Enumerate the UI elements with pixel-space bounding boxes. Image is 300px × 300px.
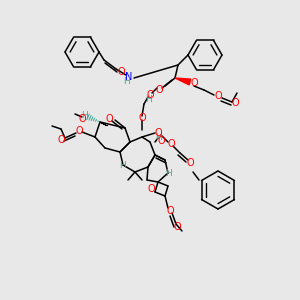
Text: H: H (154, 133, 161, 142)
Text: O: O (167, 139, 175, 149)
Text: O: O (173, 222, 181, 232)
Text: O: O (78, 114, 86, 124)
Text: O: O (214, 91, 222, 101)
Text: O: O (138, 113, 146, 123)
Text: O: O (146, 90, 154, 100)
Text: H: H (123, 76, 129, 85)
Text: O: O (186, 158, 194, 168)
Text: O: O (154, 128, 162, 138)
Text: N: N (125, 72, 133, 82)
Text: O: O (117, 67, 125, 77)
Text: H: H (165, 169, 171, 178)
Text: O: O (190, 78, 198, 88)
Text: H: H (145, 95, 152, 104)
Text: O: O (157, 136, 165, 146)
Text: O: O (57, 135, 65, 145)
Text: O: O (155, 85, 163, 95)
Text: O: O (231, 98, 239, 108)
Text: O: O (75, 126, 83, 136)
Polygon shape (175, 78, 191, 85)
Text: O: O (147, 184, 155, 194)
Text: O: O (105, 114, 113, 124)
Text: H: H (82, 110, 88, 119)
Text: H: H (120, 160, 126, 169)
Text: O: O (166, 206, 174, 216)
